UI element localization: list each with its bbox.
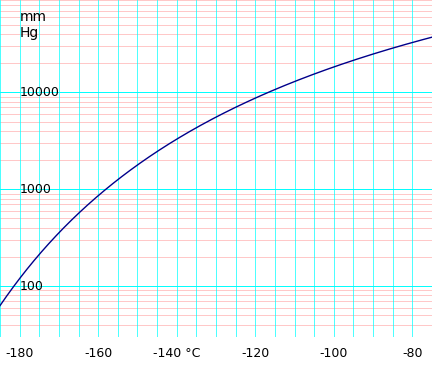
Text: mm
Hg: mm Hg <box>19 10 46 40</box>
Text: -140 °C: -140 °C <box>153 347 200 360</box>
Text: -100: -100 <box>320 347 348 360</box>
Text: -180: -180 <box>6 347 34 360</box>
Text: -160: -160 <box>84 347 112 360</box>
Text: 1000: 1000 <box>19 183 51 196</box>
Text: -80: -80 <box>402 347 422 360</box>
Text: -120: -120 <box>241 347 270 360</box>
Text: 100: 100 <box>19 280 43 293</box>
Text: 10000: 10000 <box>19 86 59 99</box>
